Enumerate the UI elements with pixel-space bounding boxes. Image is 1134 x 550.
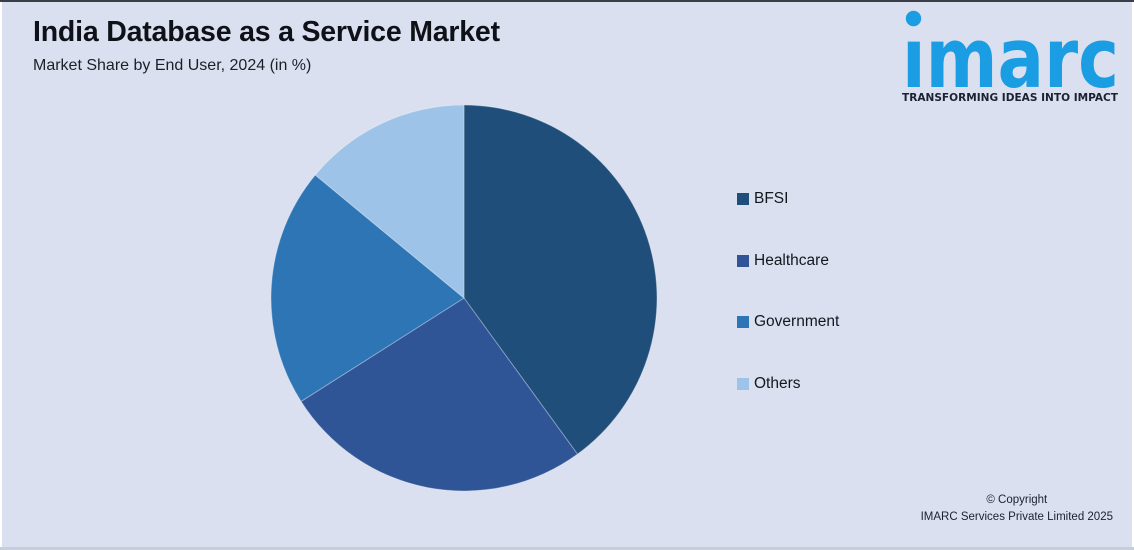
legend-swatch-government bbox=[737, 316, 749, 328]
pie-chart-area bbox=[270, 104, 658, 492]
legend-swatch-healthcare bbox=[737, 254, 749, 267]
legend-label-healthcare: Healthcare bbox=[754, 251, 829, 269]
copyright: © Copyright IMARC Services Private Limit… bbox=[921, 492, 1113, 526]
imarc-logo-dot-icon bbox=[905, 10, 922, 27]
canvas-edge-left bbox=[0, 2, 2, 547]
imarc-wordmark: ımarc bbox=[902, 10, 1119, 107]
copyright-line-1: © Copyright bbox=[986, 494, 1048, 506]
page-title: India Database as a Service Market bbox=[33, 16, 500, 48]
canvas-edge-top bbox=[0, 0, 1134, 2]
pie-slice-healthcare bbox=[300, 297, 579, 492]
legend-label-government: Government bbox=[754, 313, 840, 330]
legend-item-others: Others bbox=[737, 375, 839, 393]
legend-label-others: Others bbox=[754, 374, 801, 392]
legend-swatch-others bbox=[737, 377, 749, 390]
imarc-logo: ımarc TRANSFORMING IDEAS INTO IMPACT bbox=[902, 10, 1119, 107]
imarc-tagline: TRANSFORMING IDEAS INTO IMPACT bbox=[902, 92, 1119, 104]
legend-item-government: Government bbox=[737, 313, 839, 331]
legend-label-bfsi: BFSI bbox=[754, 190, 789, 207]
pie-slice-others bbox=[314, 104, 465, 300]
legend-item-healthcare: Healthcare bbox=[737, 252, 839, 270]
copyright-line-2: IMARC Services Private Limited 2025 bbox=[920, 511, 1113, 523]
legend-item-bfsi: BFSI bbox=[737, 190, 839, 208]
page-subtitle: Market Share by End User, 2024 (in %) bbox=[33, 57, 312, 74]
pie-chart bbox=[270, 104, 658, 492]
pie-slice-government bbox=[270, 174, 465, 403]
chart-legend: BFSI Healthcare Government Others bbox=[737, 190, 839, 393]
legend-swatch-bfsi bbox=[737, 193, 749, 205]
pie-slice-bfsi bbox=[463, 104, 658, 455]
